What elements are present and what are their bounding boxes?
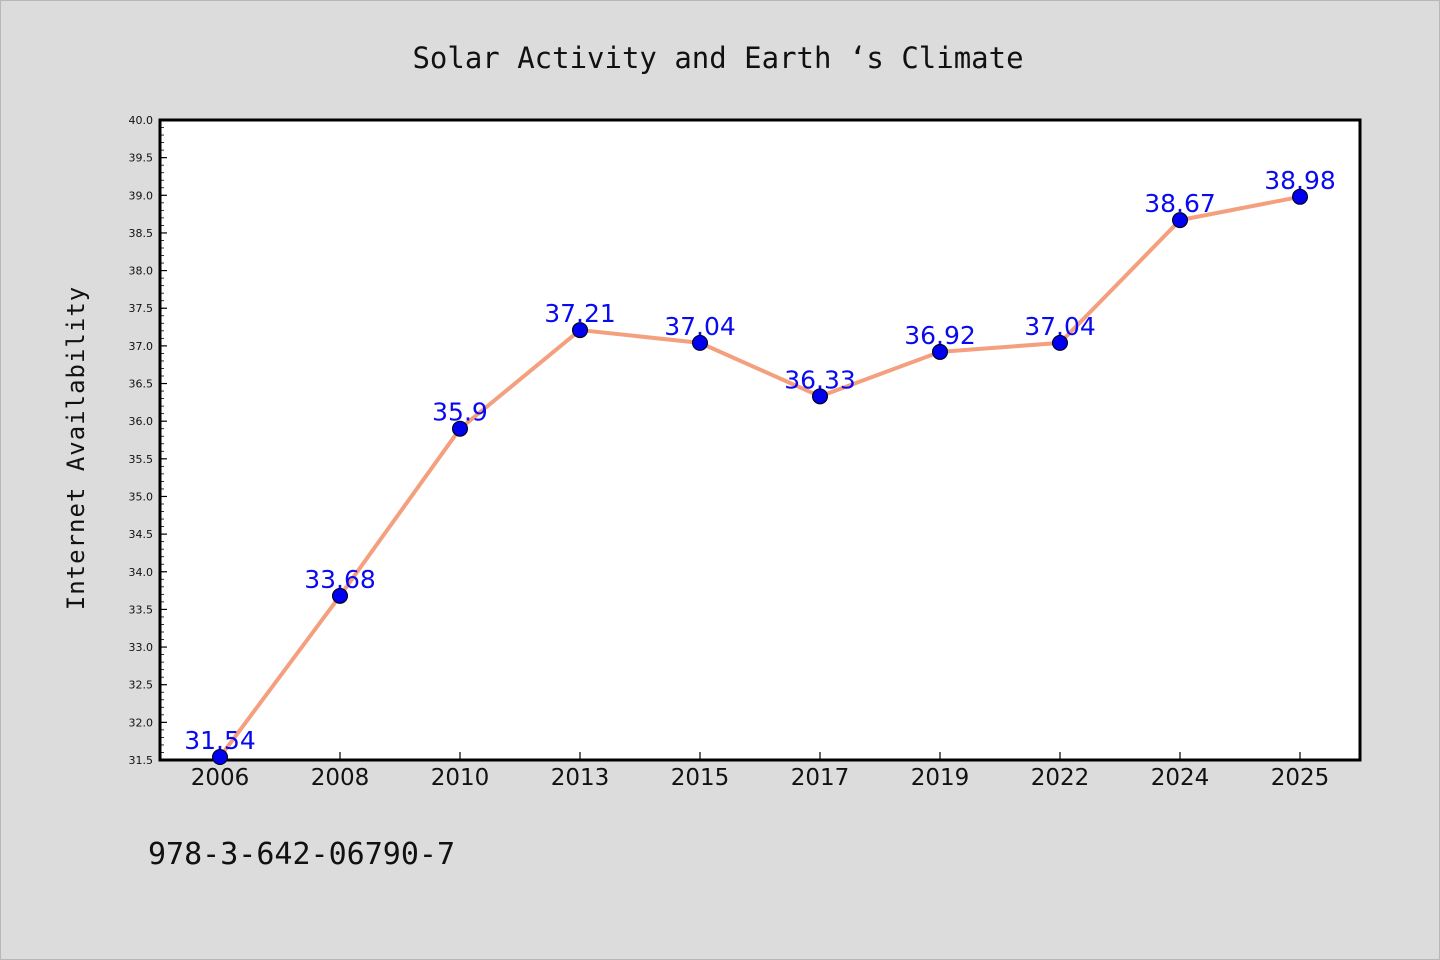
series-line: [218, 194, 1302, 759]
data-point: [1292, 188, 1308, 205]
y-tick-label: 33.0: [129, 641, 154, 654]
data-label: 36.33: [784, 365, 856, 394]
y-tick-label: 31.5: [129, 754, 154, 767]
y-tick-label: 39.5: [129, 152, 154, 165]
data-label: 38.67: [1144, 189, 1216, 218]
data-label: 37.04: [664, 312, 736, 341]
data-label: 35.9: [432, 398, 488, 427]
data-label: 36.92: [904, 321, 976, 350]
data-point: [932, 343, 948, 360]
x-tick-label: 2013: [551, 765, 610, 791]
data-point: [572, 322, 588, 339]
x-tick-label: 2008: [311, 765, 370, 791]
data-point: [452, 420, 468, 437]
data-point: [812, 388, 828, 405]
y-axis-label: Internet Availability: [62, 286, 90, 610]
data-point: [332, 587, 348, 604]
chart-title: Solar Activity and Earth ‘s Climate: [412, 41, 1023, 75]
data-label: 33.68: [304, 565, 376, 594]
x-tick-label: 2010: [431, 765, 490, 791]
data-point: [212, 748, 228, 765]
y-tick-label: 33.5: [129, 603, 154, 616]
data-labels: 31.54 33.68 35.9 37.21 37.04 36.33 36.92 37.04 3…: [184, 166, 1336, 755]
data-label: 37.04: [1024, 312, 1096, 341]
x-tick-label: 2025: [1271, 765, 1330, 791]
x-tick-label: 2024: [1151, 765, 1210, 791]
series: [212, 188, 1308, 765]
x-tick-label: 2022: [1031, 765, 1090, 791]
x-axis: 2006 2008 2010 2013 2015 2017 2019 2022 2024 2025: [191, 752, 1330, 791]
data-label: 31.54: [184, 726, 256, 755]
y-tick-label: 38.5: [129, 227, 154, 240]
y-tick-label: 32.0: [129, 716, 154, 729]
y-tick-label: 35.0: [129, 490, 154, 503]
y-tick-label: 38.0: [129, 265, 154, 278]
y-tick-label: 36.5: [129, 378, 154, 391]
y-tick-label: 35.5: [129, 453, 154, 466]
x-tick-label: 2017: [791, 765, 850, 791]
plot-area: [158, 118, 1362, 762]
y-tick-label: 39.0: [129, 189, 154, 202]
data-point: [1172, 212, 1188, 229]
y-tick-label: 34.5: [129, 528, 154, 541]
y-tick-label: 37.0: [129, 340, 154, 353]
data-label: 38.98: [1264, 166, 1336, 195]
data-point: [692, 334, 708, 351]
y-tick-label: 32.5: [129, 679, 154, 692]
x-tick-label: 2015: [671, 765, 730, 791]
data-label: 37.21: [544, 299, 616, 328]
isbn-text: 978-3-642-06790-7: [148, 837, 455, 872]
x-tick-label: 2006: [191, 765, 250, 791]
data-point: [1052, 334, 1068, 351]
y-tick-label: 36.0: [129, 415, 154, 428]
x-tick-label: 2019: [911, 765, 970, 791]
y-axis: 31.5 32.0 32.5 33.0 33.5 34.0 34.5 35.0 35.5 36.0…: [129, 114, 167, 767]
y-tick-label: 40.0: [129, 114, 154, 127]
y-tick-label: 37.5: [129, 302, 154, 315]
y-tick-label: 34.0: [129, 566, 154, 579]
